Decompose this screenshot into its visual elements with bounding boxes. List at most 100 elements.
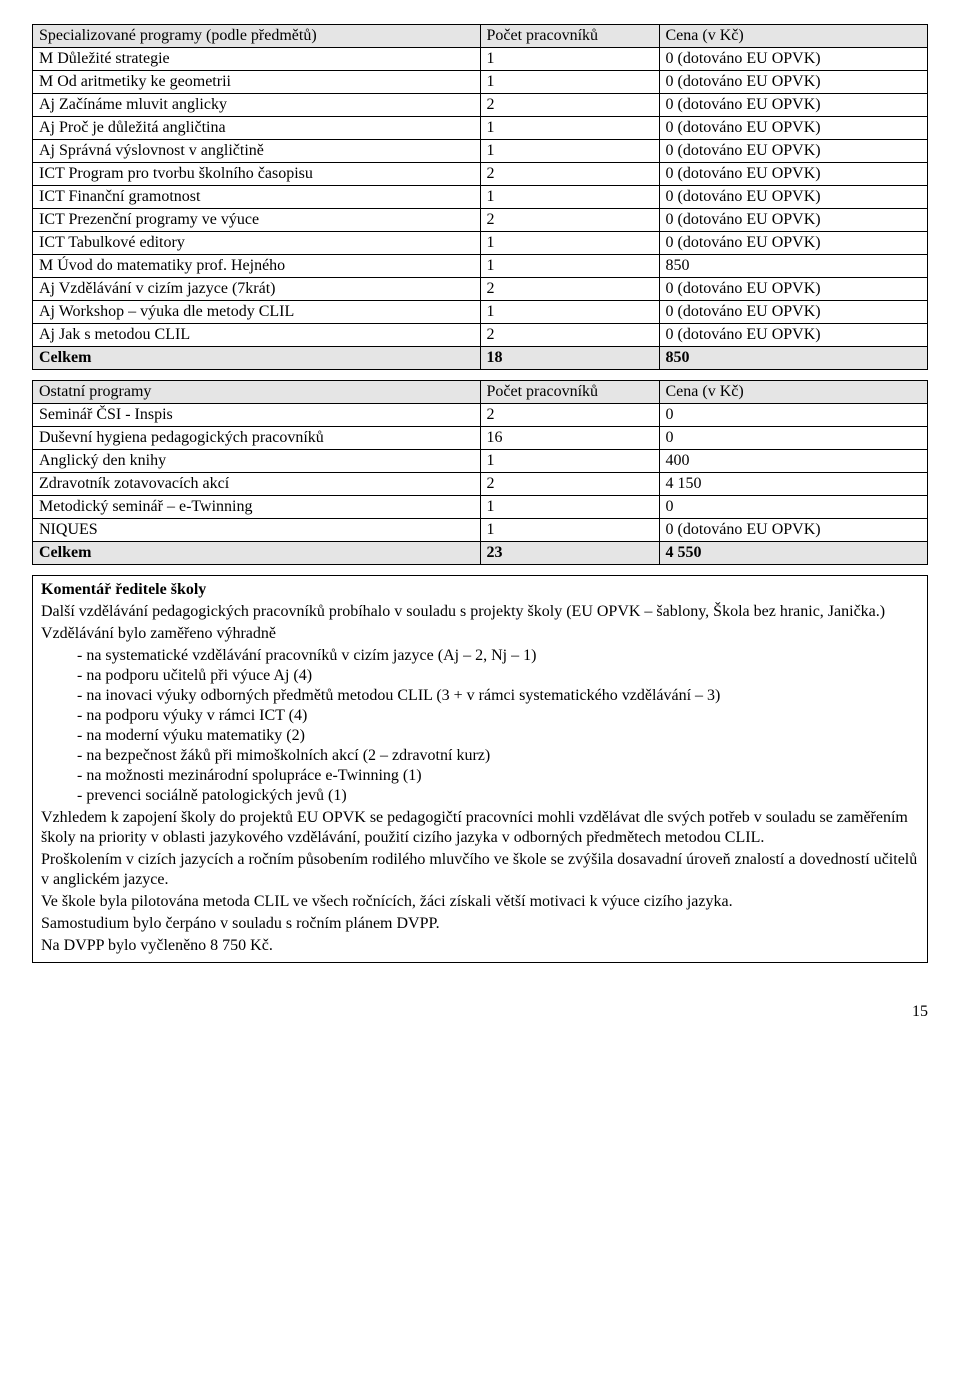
list-item: prevenci sociálně patologických jevů (1): [77, 786, 919, 806]
t1-h0: Specializované programy (podle předmětů): [33, 25, 481, 48]
t2-cell: 16: [480, 427, 659, 450]
t1-cell: ICT Prezenční programy ve výuce: [33, 209, 481, 232]
table-row: Metodický seminář – e-Twinning10: [33, 496, 928, 519]
table-row: Zdravotník zotavovacích akcí24 150: [33, 473, 928, 496]
t1-cell: 0 (dotováno EU OPVK): [659, 186, 928, 209]
commentary-title: Komentář ředitele školy: [41, 580, 919, 600]
t1-cell: 1: [480, 301, 659, 324]
t2-h1: Počet pracovníků: [480, 381, 659, 404]
t1-cell: Aj Začínáme mluvit anglicky: [33, 94, 481, 117]
t2-cell: 0: [659, 404, 928, 427]
t1-cell: 2: [480, 324, 659, 347]
t1-cell: 0 (dotováno EU OPVK): [659, 209, 928, 232]
t1-cell: 850: [659, 255, 928, 278]
t1-total-count: 18: [480, 347, 659, 370]
t1-total-price: 850: [659, 347, 928, 370]
t1-cell: 1: [480, 117, 659, 140]
t1-cell: 0 (dotováno EU OPVK): [659, 278, 928, 301]
table-row: Anglický den knihy1400: [33, 450, 928, 473]
table-row: M Důležité strategie10 (dotováno EU OPVK…: [33, 48, 928, 71]
table-row: Duševní hygiena pedagogických pracovníků…: [33, 427, 928, 450]
t2-cell: 400: [659, 450, 928, 473]
table-row: Aj Workshop – výuka dle metody CLIL10 (d…: [33, 301, 928, 324]
commentary-box: Komentář ředitele školy Další vzdělávání…: [32, 575, 928, 963]
commentary-p6: Samostudium bylo čerpáno v souladu s roč…: [41, 914, 919, 934]
list-item: na možnosti mezinárodní spolupráce e-Twi…: [77, 766, 919, 786]
t2-h2: Cena (v Kč): [659, 381, 928, 404]
t1-cell: 0 (dotováno EU OPVK): [659, 324, 928, 347]
t1-cell: 0 (dotováno EU OPVK): [659, 301, 928, 324]
list-item: na moderní výuku matematiky (2): [77, 726, 919, 746]
t1-cell: Aj Workshop – výuka dle metody CLIL: [33, 301, 481, 324]
table-row: ICT Program pro tvorbu školního časopisu…: [33, 163, 928, 186]
list-item: na inovaci výuky odborných předmětů meto…: [77, 686, 919, 706]
t1-cell: 1: [480, 255, 659, 278]
t1-cell: M Od aritmetiky ke geometrii: [33, 71, 481, 94]
t1-cell: M Důležité strategie: [33, 48, 481, 71]
t2-cell: 1: [480, 496, 659, 519]
t2-cell: 2: [480, 473, 659, 496]
t1-cell: 2: [480, 209, 659, 232]
t1-cell: 1: [480, 48, 659, 71]
commentary-p1: Další vzdělávání pedagogických pracovník…: [41, 602, 919, 622]
t2-cell: Anglický den knihy: [33, 450, 481, 473]
t1-cell: Aj Jak s metodou CLIL: [33, 324, 481, 347]
commentary-p2: Vzdělávání bylo zaměřeno výhradně: [41, 624, 919, 644]
t2-total-price: 4 550: [659, 542, 928, 565]
t2-cell: 4 150: [659, 473, 928, 496]
t1-cell: 1: [480, 71, 659, 94]
table-row: Aj Začínáme mluvit anglicky20 (dotováno …: [33, 94, 928, 117]
commentary-p7: Na DVPP bylo vyčleněno 8 750 Kč.: [41, 936, 919, 956]
t1-h2: Cena (v Kč): [659, 25, 928, 48]
table-row: M Od aritmetiky ke geometrii10 (dotováno…: [33, 71, 928, 94]
table-row: Aj Správná výslovnost v angličtině10 (do…: [33, 140, 928, 163]
commentary-p4: Proškolením v cizích jazycích a ročním p…: [41, 850, 919, 890]
t2-cell: Metodický seminář – e-Twinning: [33, 496, 481, 519]
t2-cell: 1: [480, 450, 659, 473]
table-row: M Úvod do matematiky prof. Hejného1850: [33, 255, 928, 278]
t1-cell: 1: [480, 140, 659, 163]
specialized-programs-table: Specializované programy (podle předmětů)…: [32, 24, 928, 370]
commentary-p3: Vzhledem k zapojení školy do projektů EU…: [41, 808, 919, 848]
t2-cell: 0 (dotováno EU OPVK): [659, 519, 928, 542]
t2-cell: 0: [659, 427, 928, 450]
table-row: Aj Vzdělávání v cizím jazyce (7krát)20 (…: [33, 278, 928, 301]
table-row: ICT Prezenční programy ve výuce20 (dotov…: [33, 209, 928, 232]
commentary-bullets: na systematické vzdělávání pracovníků v …: [41, 646, 919, 806]
t2-cell: 0: [659, 496, 928, 519]
t2-cell: NIQUES: [33, 519, 481, 542]
table-row: ICT Finanční gramotnost10 (dotováno EU O…: [33, 186, 928, 209]
t1-cell: 2: [480, 278, 659, 301]
t1-cell: M Úvod do matematiky prof. Hejného: [33, 255, 481, 278]
table-row: Aj Jak s metodou CLIL20 (dotováno EU OPV…: [33, 324, 928, 347]
table-row: NIQUES10 (dotováno EU OPVK): [33, 519, 928, 542]
t1-cell: 0 (dotováno EU OPVK): [659, 232, 928, 255]
t1-cell: 0 (dotováno EU OPVK): [659, 71, 928, 94]
t1-cell: 0 (dotováno EU OPVK): [659, 48, 928, 71]
page-number: 15: [32, 1003, 928, 1021]
t2-cell: 1: [480, 519, 659, 542]
t1-cell: 1: [480, 232, 659, 255]
t1-h1: Počet pracovníků: [480, 25, 659, 48]
t1-cell: 2: [480, 94, 659, 117]
t1-cell: 0 (dotováno EU OPVK): [659, 140, 928, 163]
t2-cell: Zdravotník zotavovacích akcí: [33, 473, 481, 496]
list-item: na systematické vzdělávání pracovníků v …: [77, 646, 919, 666]
t1-cell: 1: [480, 186, 659, 209]
t1-cell: ICT Program pro tvorbu školního časopisu: [33, 163, 481, 186]
table-row: Seminář ČSI - Inspis20: [33, 404, 928, 427]
commentary-p5: Ve škole byla pilotována metoda CLIL ve …: [41, 892, 919, 912]
t1-cell: 2: [480, 163, 659, 186]
t1-total-label: Celkem: [33, 347, 481, 370]
t2-cell: Seminář ČSI - Inspis: [33, 404, 481, 427]
t2-h0: Ostatní programy: [33, 381, 481, 404]
t1-cell: 0 (dotováno EU OPVK): [659, 117, 928, 140]
t1-cell: 0 (dotováno EU OPVK): [659, 94, 928, 117]
t2-cell: Duševní hygiena pedagogických pracovníků: [33, 427, 481, 450]
t2-cell: 2: [480, 404, 659, 427]
t1-cell: Aj Vzdělávání v cizím jazyce (7krát): [33, 278, 481, 301]
list-item: na bezpečnost žáků při mimoškolních akcí…: [77, 746, 919, 766]
t2-total-label: Celkem: [33, 542, 481, 565]
table-row: Aj Proč je důležitá angličtina10 (dotová…: [33, 117, 928, 140]
t1-cell: 0 (dotováno EU OPVK): [659, 163, 928, 186]
